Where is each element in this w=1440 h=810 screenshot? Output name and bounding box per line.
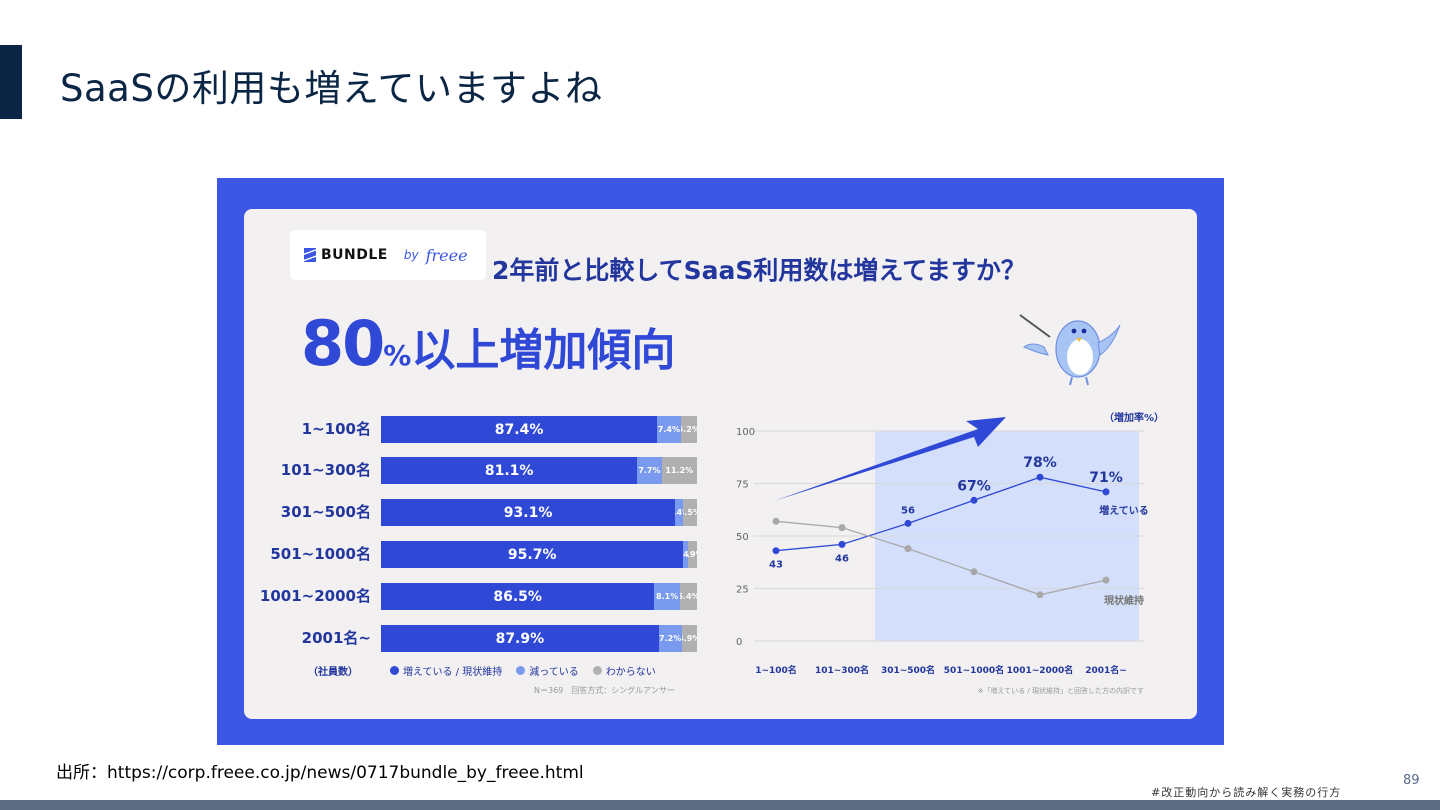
bundle-freee-logo: BUNDLE by freee	[290, 230, 486, 280]
bar-segment-decrease: 8.1%	[654, 583, 680, 610]
bar-segment-unknown: 5.4%	[679, 583, 697, 610]
y-tick-label: 50	[736, 532, 749, 543]
legend-label-unknown: わからない	[605, 667, 656, 678]
data-point	[1036, 473, 1044, 481]
legend-swatch-unknown	[592, 666, 602, 675]
y-tick-label: 100	[736, 427, 755, 438]
series-label: 増えている	[1099, 504, 1149, 517]
logo-freee-text: freee	[425, 245, 468, 265]
trend-arrow-icon	[774, 417, 1006, 501]
slide-title: SaaSの利用も増えていますよね	[60, 67, 603, 110]
chart-unit-label: （増加率%）	[1104, 411, 1164, 424]
bar-segment-decrease: 7.7%	[637, 457, 662, 484]
bar-segment-increase: 87.9%	[381, 625, 659, 652]
bar-segment-increase: 87.4%	[381, 416, 658, 443]
event-hashtag: #改正動向から読み解く実務の行方	[1151, 786, 1342, 799]
axis-unit-label: （社員数）	[308, 667, 358, 678]
legend-swatch-decrease	[516, 666, 526, 675]
y-tick-label: 75	[736, 480, 749, 491]
headline-text: 以上増加傾向	[411, 325, 676, 376]
bundle-logo-icon	[304, 248, 316, 262]
legend-swatch-increase	[390, 666, 399, 675]
bird-mascot-icon	[1019, 314, 1121, 386]
x-tick-label: 1001~2000名	[1007, 664, 1074, 676]
legend-label-decrease: 減っている	[529, 667, 579, 678]
bar-segment-decrease: 7.4%	[657, 416, 681, 443]
infographic-card: BUNDLE by freee 2年前と比較してSaaS利用数は増えてますか？ …	[244, 209, 1197, 719]
bar-segment-decrease: 2.4%	[675, 499, 683, 526]
headline-number: 80	[301, 307, 385, 380]
data-point	[904, 545, 912, 553]
data-point	[772, 547, 780, 555]
bar-category-label: 1~100名	[301, 420, 371, 438]
bar-segment-unknown: 2.9%	[687, 541, 697, 568]
data-point	[772, 517, 780, 525]
series-label: 現状維持	[1104, 594, 1144, 607]
logo-by-text: by	[403, 248, 419, 262]
data-label: 71%	[1089, 470, 1123, 486]
bar-category-label: 301~500名	[280, 503, 371, 521]
bar-segment-unknown: 4.5%	[682, 499, 697, 526]
bar-category-label: 501~1000名	[270, 545, 371, 563]
data-point	[1036, 591, 1044, 599]
y-tick-label: 0	[736, 637, 742, 648]
data-label: 56	[901, 505, 915, 516]
x-tick-label: 501~1000名	[944, 664, 1004, 676]
infographic-image: BUNDLE by freee 2年前と比較してSaaS利用数は増えてますか？ …	[217, 178, 1224, 745]
bar-legend: （社員数） 増えている / 現状維持 減っている わからない	[308, 663, 656, 678]
bar-segment-decrease: 7.2%	[658, 625, 682, 652]
legend-label-increase: 増えている / 現状維持	[403, 667, 503, 678]
bar-category-label: 2001名~	[301, 629, 371, 647]
data-point	[1102, 488, 1110, 496]
data-label: 46	[835, 553, 849, 564]
line-chart: 0 25 50 75 100 1~100名 101~300名 301~500名 501~1000…	[736, 411, 1164, 695]
bar-segment-unknown: 11.2%	[661, 457, 697, 484]
headline-percent: %	[383, 339, 412, 372]
logo-bundle-text: BUNDLE	[321, 247, 388, 263]
sample-note: N＝369 回答方式：シングルアンサー	[534, 686, 675, 695]
x-tick-label: 101~300名	[815, 664, 869, 676]
bar-category-label: 1001~2000名	[259, 587, 371, 605]
bar-segment-increase: 86.5%	[381, 583, 655, 610]
data-label: 78%	[1023, 455, 1057, 471]
y-tick-label: 25	[736, 585, 749, 596]
source-citation: 出所：https://corp.freee.co.jp/news/0717bun…	[56, 763, 584, 783]
bar-segment-increase: 95.7%	[381, 541, 684, 568]
bar-segment-increase: 81.1%	[381, 457, 638, 484]
series-line-same	[775, 520, 1107, 596]
x-tick-label: 1~100名	[755, 664, 797, 676]
title-accent-bar	[0, 45, 22, 119]
bar-segment-unknown: 4.9%	[681, 625, 697, 652]
x-tick-label: 2001名~	[1085, 664, 1127, 676]
headline: 80%以上増加傾向	[301, 307, 675, 380]
data-point	[838, 540, 846, 548]
data-label: 43	[769, 560, 783, 571]
data-point	[1102, 576, 1110, 584]
data-point	[838, 524, 846, 532]
data-point	[904, 519, 912, 527]
data-point	[970, 496, 978, 504]
bar-segment-increase: 93.1%	[381, 499, 676, 526]
bar-category-label: 101~300名	[280, 461, 371, 479]
footer-band	[0, 800, 1440, 810]
page-number: 89	[1403, 773, 1420, 788]
data-label: 67%	[957, 478, 991, 494]
chart-footnote: ※「増えている / 現状維持」と回答した方の内訳です	[978, 686, 1144, 695]
series-line-increase	[775, 476, 1107, 552]
bar-segment-unknown: 5.2%	[680, 416, 697, 443]
data-point	[970, 568, 978, 576]
bar-segment-decrease: 1.4%	[683, 541, 688, 568]
survey-question: 2年前と比較してSaaS利用数は増えてますか？	[492, 256, 1026, 285]
x-tick-label: 301~500名	[881, 664, 935, 676]
